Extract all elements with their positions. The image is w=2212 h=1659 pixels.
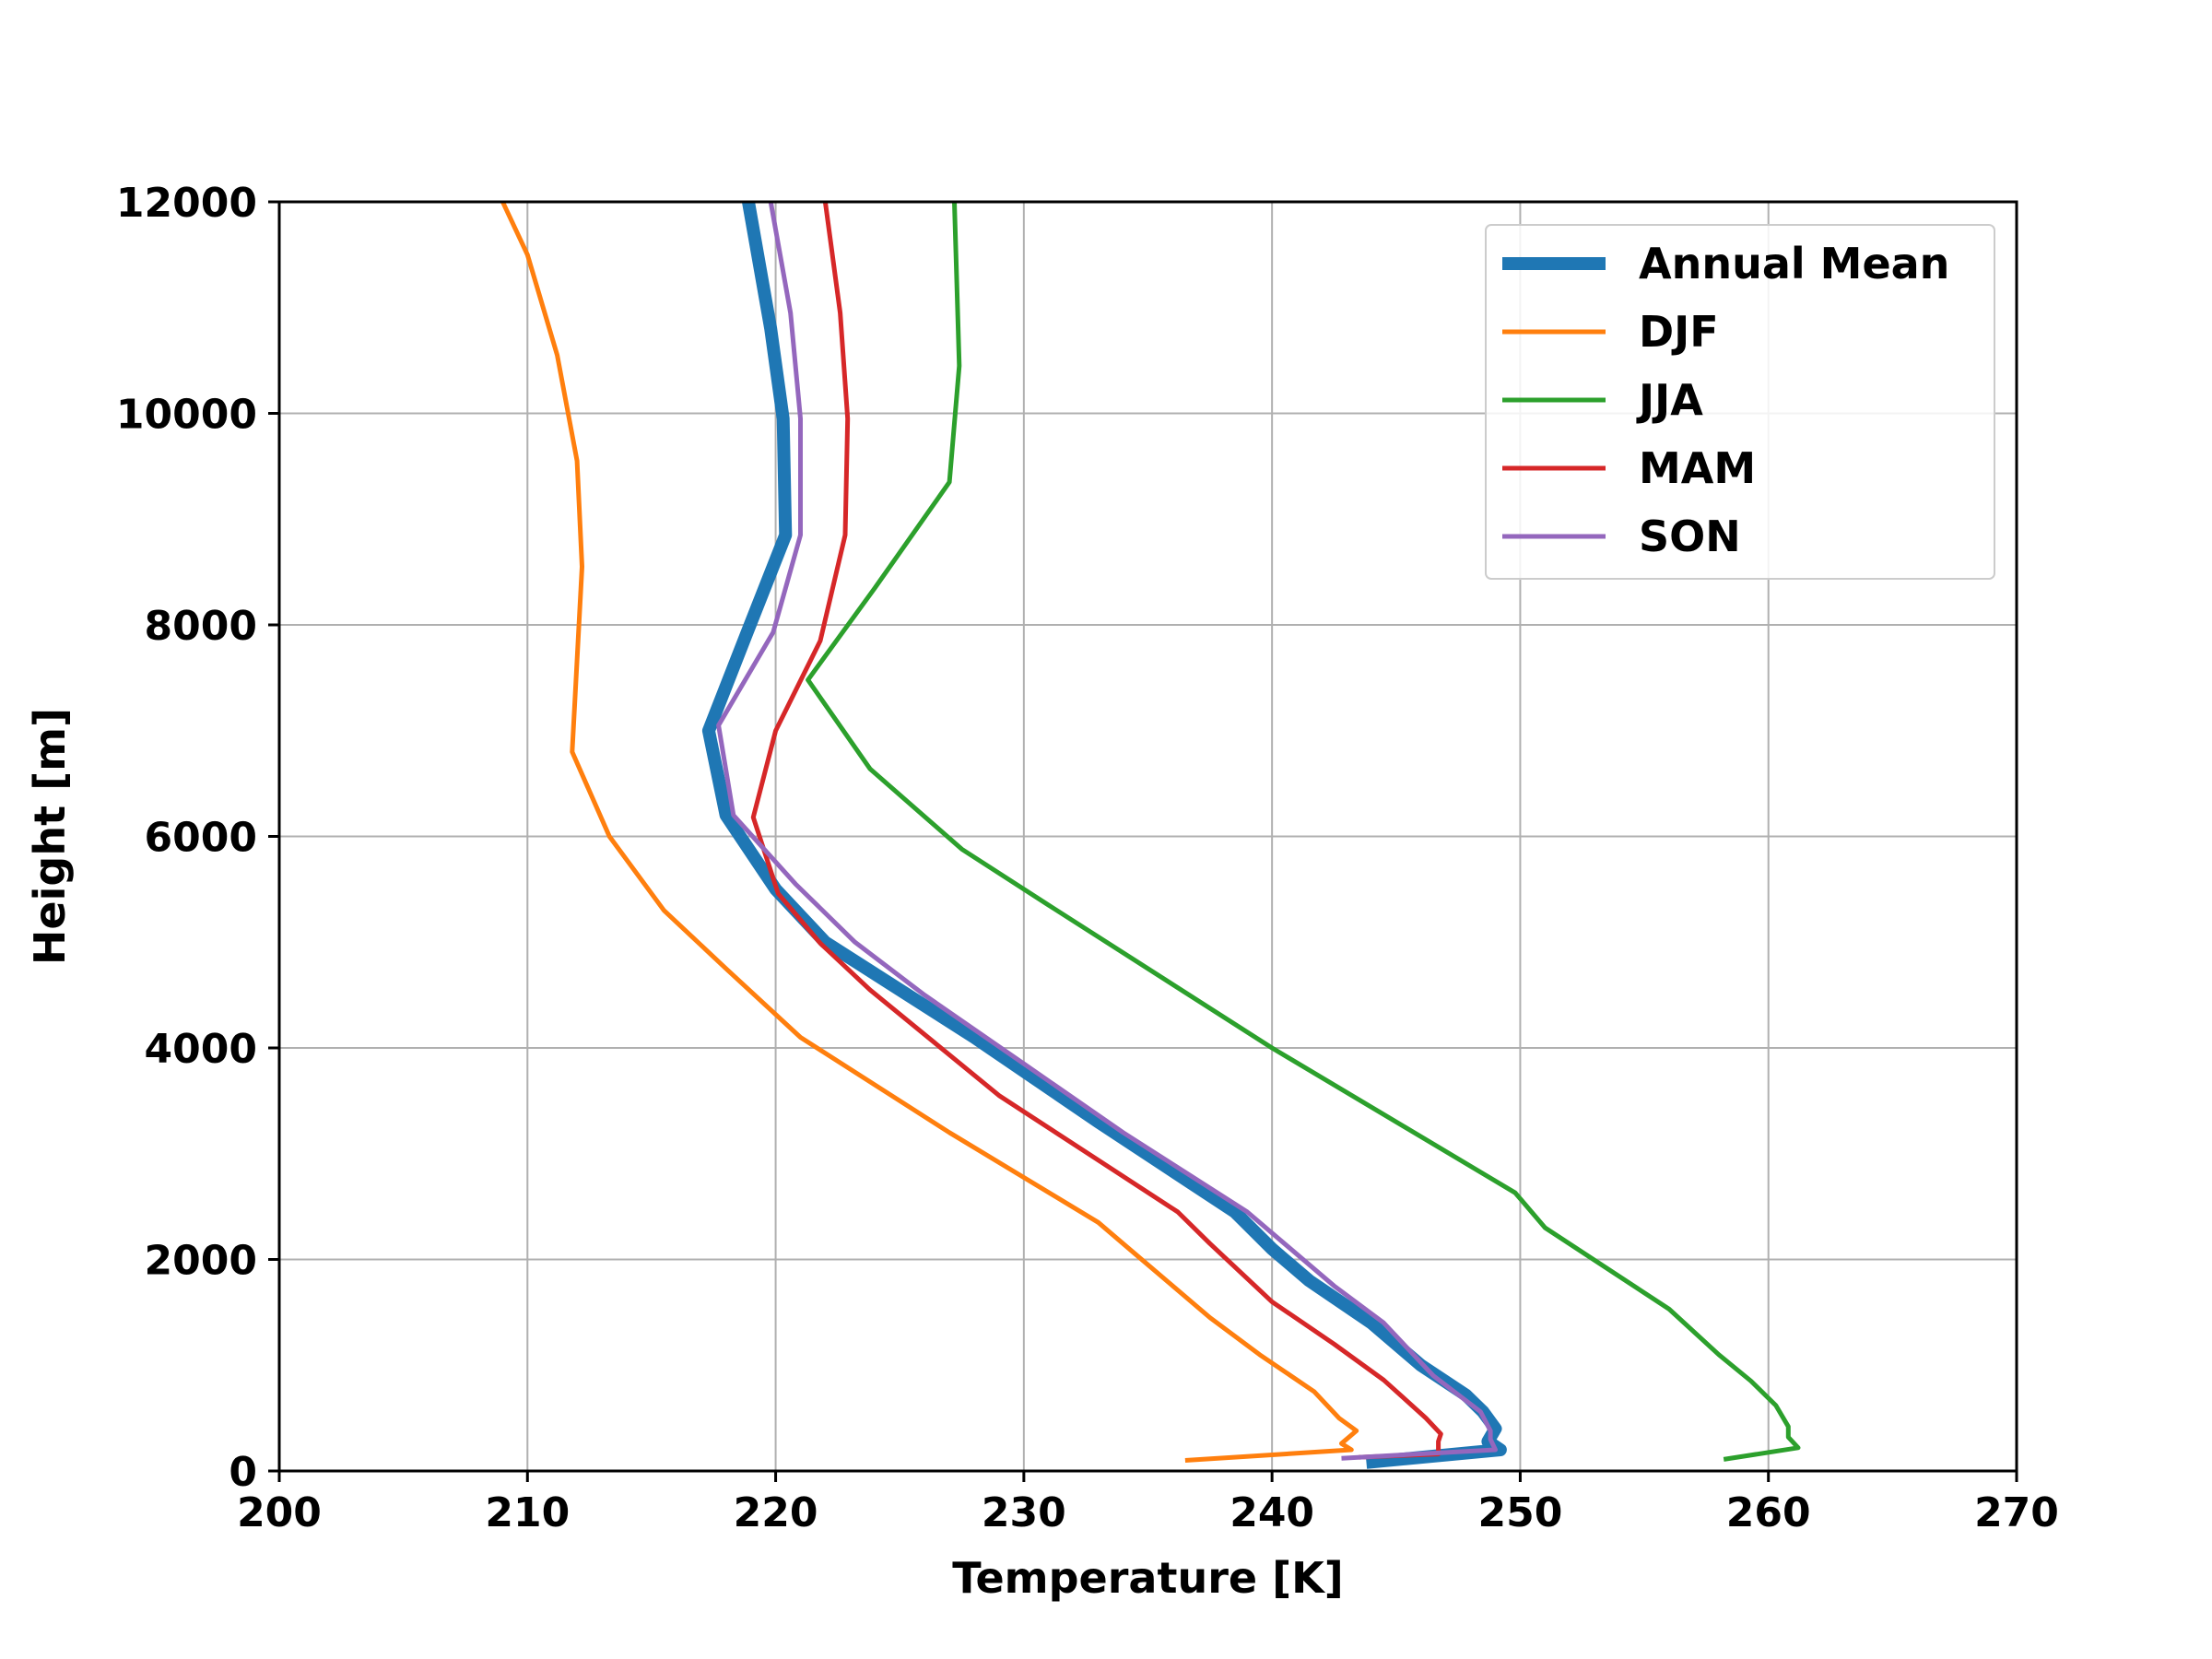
- y-axis-label: Height [m]: [25, 708, 75, 965]
- series-line-4: [716, 201, 1498, 1461]
- x-tick-label: 260: [1726, 1489, 1811, 1536]
- y-tick-label: 4000: [145, 1026, 257, 1073]
- series-lines: [500, 200, 1801, 1469]
- y-tick-label: 8000: [145, 603, 257, 650]
- series-line-2: [806, 201, 1801, 1462]
- y-tick-label: 10000: [116, 392, 257, 439]
- series-line-3: [750, 201, 1443, 1460]
- legend-label-4: SON: [1639, 512, 1741, 561]
- y-tick-label: 2000: [145, 1238, 257, 1285]
- legend-label-1: DJF: [1639, 307, 1719, 357]
- legend-label-2: JJA: [1636, 375, 1703, 425]
- legend-label-3: MAM: [1639, 443, 1756, 493]
- x-tick-label: 210: [485, 1489, 570, 1536]
- legend-label-0: Annual Mean: [1639, 239, 1949, 288]
- x-tick-label: 200: [237, 1489, 322, 1536]
- x-tick-label: 270: [1974, 1489, 2059, 1536]
- series-line-0: [701, 200, 1507, 1469]
- x-tick-label: 230: [982, 1489, 1066, 1536]
- y-tick-label: 12000: [116, 180, 257, 227]
- x-tick-label: 240: [1230, 1489, 1314, 1536]
- legend-box: [1485, 224, 1995, 580]
- y-tick-label: 6000: [145, 815, 257, 862]
- legend-items: Annual Mean DJF JJA MAM SON: [1502, 239, 1949, 561]
- legend: Annual Mean DJF JJA MAM SON: [1485, 224, 1995, 580]
- series-line-1: [500, 200, 1359, 1463]
- axis-ticks: 200 210 220 230 240 250 260 270 0 2000 4000 6000 800…: [116, 180, 2059, 1536]
- x-tick-label: 220: [734, 1489, 818, 1536]
- y-tick-label: 0: [229, 1449, 257, 1496]
- x-tick-label: 250: [1477, 1489, 1562, 1536]
- x-axis-label: Temperature [K]: [952, 1553, 1344, 1603]
